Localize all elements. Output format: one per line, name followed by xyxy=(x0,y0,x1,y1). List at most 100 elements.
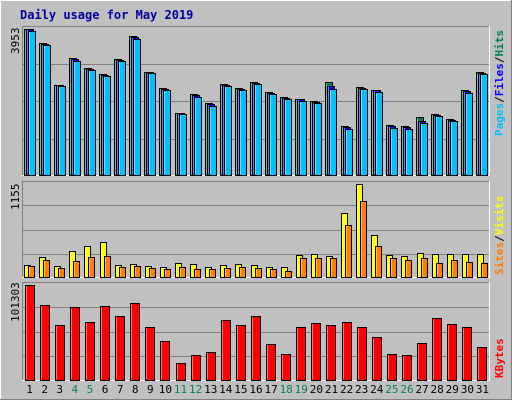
x-label-day-2: 2 xyxy=(41,383,48,396)
legend-bottom: KBytes xyxy=(493,338,506,378)
bar-kbytes-day-21 xyxy=(326,325,336,381)
x-label-day-11: 11 xyxy=(174,383,187,396)
bar-kbytes-day-18 xyxy=(281,354,291,381)
bar-pages-day-28 xyxy=(435,116,443,176)
bar-kbytes-day-7 xyxy=(115,316,125,381)
legend-visits: Visits xyxy=(493,196,506,236)
bar-kbytes-day-1 xyxy=(25,285,35,381)
bar-kbytes-day-28 xyxy=(432,318,442,381)
bar-sites-day-5 xyxy=(88,257,95,278)
bar-kbytes-day-30 xyxy=(462,327,472,381)
bar-sites-day-3 xyxy=(58,268,65,278)
bar-pages-day-31 xyxy=(480,74,488,176)
bar-pages-day-25 xyxy=(390,128,398,176)
bar-kbytes-day-6 xyxy=(100,306,110,381)
bar-kbytes-day-14 xyxy=(221,320,231,381)
bar-sites-day-9 xyxy=(149,268,156,278)
bar-pages-day-2 xyxy=(43,45,51,176)
x-label-day-28: 28 xyxy=(431,383,444,396)
bar-sites-day-30 xyxy=(466,262,473,278)
bar-pages-day-14 xyxy=(224,86,232,176)
bar-pages-day-16 xyxy=(254,84,262,176)
legend-sep-2: / xyxy=(493,56,506,63)
bar-kbytes-day-9 xyxy=(145,327,155,381)
bar-kbytes-day-13 xyxy=(206,352,216,381)
x-label-day-24: 24 xyxy=(370,383,384,396)
axis-max-top: 3953 xyxy=(9,28,22,55)
x-label-day-27: 27 xyxy=(415,383,428,396)
legend-sep-1: / xyxy=(493,96,506,103)
bar-pages-day-22 xyxy=(345,129,353,176)
bar-pages-day-11 xyxy=(179,114,187,176)
svg-text:Sites/Visits: Sites/Visits xyxy=(493,196,506,276)
bar-kbytes-day-24 xyxy=(372,337,382,381)
x-label-day-5: 5 xyxy=(87,383,94,396)
bar-kbytes-day-11 xyxy=(176,363,186,381)
x-label-day-22: 22 xyxy=(340,383,353,396)
x-label-day-20: 20 xyxy=(310,383,323,396)
bar-sites-day-14 xyxy=(224,268,231,278)
bar-kbytes-day-22 xyxy=(342,322,352,381)
svg-text:KBytes: KBytes xyxy=(493,338,506,378)
bar-pages-day-30 xyxy=(465,93,473,176)
legend-files: Files xyxy=(493,63,506,96)
bar-sites-day-2 xyxy=(43,260,50,278)
x-label-day-18: 18 xyxy=(280,383,293,396)
bar-kbytes-day-23 xyxy=(357,327,367,381)
x-label-day-13: 13 xyxy=(204,383,217,396)
graph-title: Daily usage for May 2019 xyxy=(20,8,193,22)
bar-pages-day-6 xyxy=(103,76,111,176)
x-label-day-23: 23 xyxy=(355,383,368,396)
bar-sites-day-10 xyxy=(164,269,171,278)
bar-sites-day-27 xyxy=(421,258,428,278)
panel-middle xyxy=(22,181,490,278)
legend-pages: Pages xyxy=(493,103,506,136)
x-label-day-6: 6 xyxy=(102,383,109,396)
bar-pages-day-9 xyxy=(148,73,156,176)
x-label-day-15: 15 xyxy=(234,383,247,396)
legend-top: Pages/Files/Hits xyxy=(493,30,506,136)
bar-kbytes-day-26 xyxy=(402,355,412,381)
bar-sites-day-8 xyxy=(134,266,141,278)
bar-sites-day-31 xyxy=(481,263,488,278)
axis-max-middle: 1155 xyxy=(9,184,22,211)
bar-sites-day-29 xyxy=(451,260,458,278)
bar-sites-day-1 xyxy=(28,266,35,278)
bar-kbytes-day-8 xyxy=(130,303,140,381)
x-label-day-17: 17 xyxy=(264,383,277,396)
legend-kbytes: KBytes xyxy=(493,338,506,378)
bar-kbytes-day-12 xyxy=(191,355,201,381)
panel-bottom xyxy=(22,282,490,381)
bar-kbytes-day-16 xyxy=(251,316,261,381)
bar-pages-day-3 xyxy=(58,86,66,176)
bar-sites-day-16 xyxy=(255,268,262,278)
bar-pages-day-29 xyxy=(450,121,458,176)
x-label-day-19: 19 xyxy=(295,383,308,396)
bar-pages-day-24 xyxy=(375,92,383,176)
bar-sites-day-4 xyxy=(73,261,80,278)
bar-pages-day-20 xyxy=(314,103,322,176)
x-label-day-29: 29 xyxy=(446,383,459,396)
bar-pages-day-5 xyxy=(88,70,96,176)
bar-sites-day-22 xyxy=(345,225,352,278)
x-label-day-9: 9 xyxy=(147,383,154,396)
bar-kbytes-day-25 xyxy=(387,354,397,381)
bar-sites-day-24 xyxy=(375,246,382,278)
bar-sites-day-12 xyxy=(194,269,201,278)
bar-sites-day-21 xyxy=(330,258,337,278)
bar-sites-day-15 xyxy=(239,267,246,278)
bar-kbytes-day-19 xyxy=(296,327,306,381)
axis-max-bottom: 101303 xyxy=(9,282,22,322)
x-label-day-31: 31 xyxy=(476,383,489,396)
bar-pages-day-26 xyxy=(405,129,413,176)
bar-sites-day-28 xyxy=(436,263,443,278)
bar-sites-day-26 xyxy=(405,260,412,278)
bar-kbytes-day-27 xyxy=(417,343,427,381)
legend-hits: Hits xyxy=(493,30,506,57)
bar-sites-day-17 xyxy=(270,269,277,278)
x-label-day-12: 12 xyxy=(189,383,202,396)
bar-kbytes-day-17 xyxy=(266,344,276,381)
x-label-day-14: 14 xyxy=(219,383,233,396)
bar-kbytes-day-2 xyxy=(40,305,50,381)
